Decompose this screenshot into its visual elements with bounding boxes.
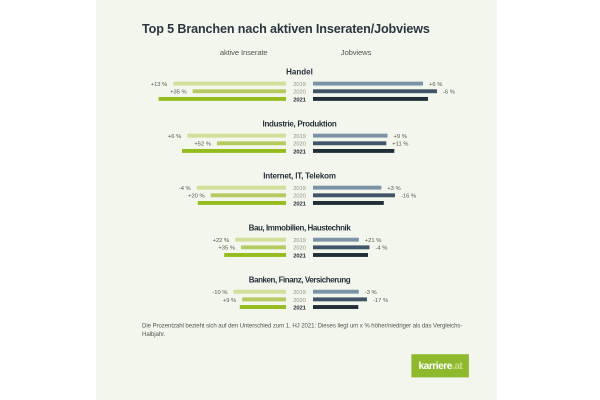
svg-text:aktive Inserate: aktive Inserate [220,48,268,57]
svg-text:2020: 2020 [293,90,306,96]
svg-text:Industrie, Produktion: Industrie, Produktion [263,120,337,129]
svg-text:2019: 2019 [293,82,306,88]
svg-text:+35 %: +35 % [170,90,187,96]
svg-text:Bau, Immobilien, Haustechnik: Bau, Immobilien, Haustechnik [249,224,352,233]
svg-text:+11 %: +11 % [392,142,408,148]
svg-text:+9 %: +9 % [223,298,236,304]
svg-text:2020: 2020 [293,194,306,200]
svg-text:+6 %: +6 % [429,82,442,88]
svg-text:2019: 2019 [293,186,306,192]
svg-text:+13 %: +13 % [151,82,168,88]
svg-text:Internet, IT, Telekom: Internet, IT, Telekom [263,172,336,181]
svg-text:2020: 2020 [293,142,306,148]
svg-text:Banken, Finanz, Versicherung: Banken, Finanz, Versicherung [249,276,351,285]
svg-text:-16 %: -16 % [401,194,416,200]
svg-text:2021: 2021 [293,97,306,103]
svg-text:-10 %: -10 % [212,290,227,296]
svg-text:+21 %: +21 % [365,238,382,244]
svg-text:+3 %: +3 % [387,186,400,192]
svg-text:+35 %: +35 % [218,246,235,252]
svg-text:+22 %: +22 % [213,238,230,244]
svg-text:2020: 2020 [293,298,306,304]
svg-text:Halbjahr.: Halbjahr. [142,331,166,338]
svg-text:-4 %: -4 % [179,186,191,192]
svg-text:2021: 2021 [293,149,306,155]
svg-text:+6 %: +6 % [168,134,181,140]
svg-text:-3 %: -3 % [365,290,377,296]
svg-text:Top 5 Branchen nach aktiven In: Top 5 Branchen nach aktiven Inseraten/Jo… [142,22,430,36]
svg-text:2019: 2019 [293,290,306,296]
svg-text:2019: 2019 [293,238,306,244]
svg-text:2019: 2019 [293,134,306,140]
svg-text:-4 %: -4 % [376,246,388,252]
svg-text:-6 %: -6 % [443,90,455,96]
svg-text:Die Prozentzahl bezieht sich a: Die Prozentzahl bezieht sich auf den Unt… [142,322,462,329]
svg-text:Jobviews: Jobviews [341,48,372,57]
svg-text:2020: 2020 [293,246,306,252]
svg-text:+20 %: +20 % [188,194,205,200]
svg-text:2021: 2021 [293,201,306,207]
svg-text:2021: 2021 [293,305,306,311]
svg-text:2021: 2021 [293,253,306,259]
svg-text:+9 %: +9 % [394,134,407,140]
svg-text:karriere.at: karriere.at [419,361,464,372]
svg-text:-17 %: -17 % [373,298,388,304]
svg-text:Handel: Handel [286,68,313,77]
svg-text:+52 %: +52 % [194,142,211,148]
